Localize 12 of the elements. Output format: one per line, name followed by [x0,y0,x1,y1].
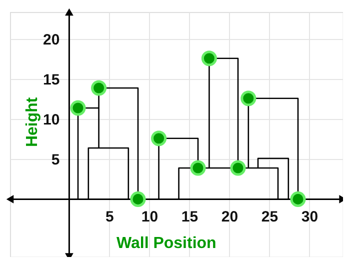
x-tick-label: 5 [106,208,114,226]
y-tick-label: 10 [43,112,60,129]
y-tick-label: 5 [51,152,60,169]
y-axis-title: Height [24,96,41,148]
y-tick-label: 20 [43,32,60,49]
x-tick-label: 15 [181,208,198,226]
y-tick-label: 15 [43,72,60,89]
x-tick-label: 10 [141,208,158,226]
x-axis-title: Wall Position [116,234,216,252]
x-tick-label: 30 [301,208,318,226]
x-tick-label: 20 [221,208,238,226]
x-tick-label: 25 [261,208,278,226]
